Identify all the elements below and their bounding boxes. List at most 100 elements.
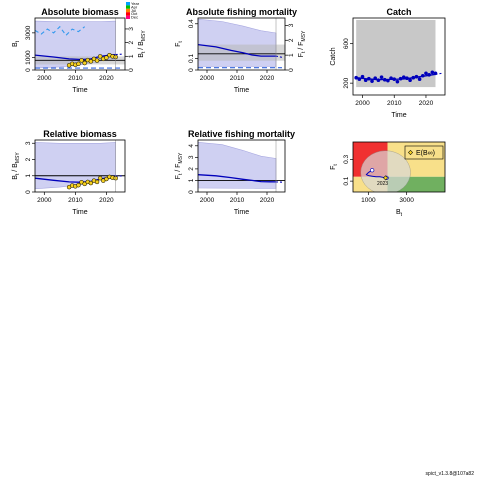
season-legend-swatch — [126, 12, 130, 16]
year-label: 2023 — [377, 181, 388, 187]
panel-abs_biomass: 2000 2010 2020 0 1000 3000 Absolute biomass Tim… — [12, 1, 147, 94]
catch-point — [382, 77, 387, 82]
y-axis-label: Ft​ / FMSY​ — [175, 152, 184, 179]
season-legend-swatch — [126, 8, 130, 13]
y-tick-label: 4 — [188, 144, 195, 148]
y-tick-label: 3 — [188, 155, 195, 159]
y-tick-label: 0 — [188, 190, 195, 194]
season-legend-label: Dec — [131, 15, 138, 20]
season-legend-swatch — [126, 5, 130, 9]
season-legend-swatch — [126, 15, 130, 19]
dashed-series — [35, 25, 86, 37]
y-tick-label: 1 — [188, 178, 195, 182]
catch-point — [392, 77, 397, 82]
y-tick-label: 0 — [25, 68, 32, 72]
y2-tick-label: 3 — [288, 23, 295, 27]
y2-axis-label: Ft​ / FMSY​ — [298, 30, 307, 57]
catch-point — [420, 73, 425, 78]
panel-catch: 2000 2010 2020 200 600 Catch Time Catch — [330, 7, 446, 119]
catch-point — [401, 75, 406, 80]
x-axis-label: Time — [234, 209, 249, 216]
plot-frame — [34, 17, 126, 71]
panel-rel_biomass: 2000 2010 2020 0 1 2 3 Relative biomass Time Bt​ … — [12, 129, 126, 216]
catch-point — [411, 75, 416, 80]
index-point — [76, 182, 81, 188]
y-axis-label: Ft​ — [330, 164, 339, 170]
x-axis-label: Time — [234, 87, 249, 94]
y2-tick-label: 0 — [288, 68, 295, 72]
y-tick-label: 0 — [188, 68, 195, 72]
trajectory-line — [365, 169, 387, 179]
catch-point — [424, 71, 428, 76]
index-point — [88, 180, 94, 186]
season-legend-label: Year — [131, 1, 140, 6]
estimate-line — [198, 43, 276, 57]
equilibrium-point — [383, 175, 389, 181]
legend-box — [404, 145, 444, 160]
legend-label: E(B∞) — [416, 150, 435, 157]
index-point — [88, 59, 94, 64]
season-legend-label: Jul — [131, 8, 136, 13]
catch-point — [373, 76, 378, 81]
y2-tick-label: 2 — [128, 40, 135, 44]
y2-tick-label: 2 — [288, 38, 295, 42]
x-tick-label: 2010 — [230, 197, 245, 204]
plot-area — [35, 140, 125, 192]
catch-point — [357, 77, 362, 82]
x-tick-label: 2010 — [68, 197, 83, 204]
catch-point — [370, 79, 374, 83]
catch-point — [354, 75, 358, 80]
index-point — [97, 54, 103, 59]
x-tick-label: 2000 — [200, 75, 215, 82]
x-axis-label: Time — [72, 209, 87, 216]
index-point — [104, 176, 109, 182]
y-tick-label: 3000 — [25, 25, 32, 40]
ci-band — [198, 141, 277, 189]
plot-area — [198, 18, 285, 70]
chart-title: Catch — [386, 7, 411, 17]
y-tick-label: 3 — [25, 141, 32, 145]
plot-area — [35, 18, 125, 70]
catch-point — [360, 74, 365, 79]
panel-kobe: 2023 E(B∞) 1000 3000 0.1 0.3 Bt​ Ft​ — [330, 141, 446, 218]
y2-axis-label: Bt​ / BMSY​ — [138, 30, 147, 58]
y-axis-label: Bt​ / BMSY​ — [12, 152, 21, 180]
y-tick-label: 2 — [25, 157, 32, 161]
catch-point — [430, 70, 435, 75]
plot-area — [354, 19, 442, 88]
y2-tick-label: 3 — [128, 27, 135, 31]
catch-point — [386, 78, 390, 83]
x-tick-label: 2000 — [355, 100, 370, 107]
plot-frame — [197, 139, 286, 193]
season-legend-label: Oct — [131, 11, 138, 16]
index-point — [94, 58, 100, 63]
x-tick-label: 3000 — [399, 197, 414, 204]
x-axis-label: Time — [391, 112, 406, 119]
catch-point — [398, 76, 403, 81]
x-tick-label: 2010 — [68, 75, 83, 82]
x-tick-label: 2000 — [37, 197, 52, 204]
panel-abs_fishing: 2000 2010 2020 0 0.1 0.4 Absolute fishing mort… — [175, 7, 307, 94]
estimate-line — [198, 174, 277, 183]
plot-area — [198, 140, 285, 192]
catch-point — [379, 75, 384, 80]
catch-point — [363, 78, 368, 82]
x-tick-label: 1000 — [361, 197, 376, 204]
x-tick-label: 2010 — [230, 75, 245, 82]
catch-point — [433, 71, 438, 76]
y2-tick-label: 1 — [128, 54, 135, 58]
catch-point — [417, 77, 422, 82]
x-tick-label: 2000 — [200, 197, 215, 204]
forecast-line — [275, 55, 283, 58]
start-point — [370, 168, 375, 173]
chart-title: Relative fishing mortality — [188, 129, 295, 139]
index-point — [82, 60, 87, 66]
chart-title: Relative biomass — [43, 129, 117, 139]
y-tick-label: 0.1 — [343, 176, 350, 185]
y-tick-label: 0.4 — [188, 19, 195, 28]
x-tick-label: 2020 — [99, 197, 114, 204]
y-tick-label: 0.3 — [343, 154, 350, 163]
x-tick-label: 2020 — [419, 100, 434, 107]
catch-point — [414, 74, 419, 79]
y-axis-label: Bt​ — [12, 40, 21, 47]
